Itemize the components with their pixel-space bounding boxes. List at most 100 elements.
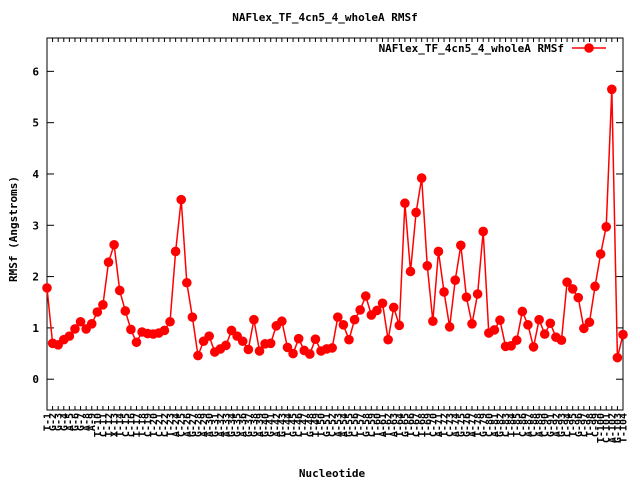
x-tick-label: C-94 <box>563 413 574 437</box>
x-tick-label: G-65 <box>400 413 411 437</box>
x-tick-label: C-90 <box>540 413 551 437</box>
x-tick-label: A-33 <box>221 413 232 437</box>
x-tick-label: C-46 <box>294 413 305 437</box>
y-tick-label: 4 <box>32 168 39 181</box>
data-point <box>120 306 131 316</box>
x-tick-label: C-97 <box>579 413 590 437</box>
x-tick-label: C-52 <box>328 413 339 437</box>
x-tick-label: C-80 <box>484 413 495 437</box>
data-point <box>456 240 466 251</box>
y-tick-label: 3 <box>32 219 39 232</box>
x-tick-label: G-37 <box>244 413 255 437</box>
data-point <box>372 305 382 316</box>
data-point <box>282 342 293 353</box>
data-point <box>182 277 192 288</box>
data-point <box>221 340 231 351</box>
y-tick-label: 6 <box>32 65 39 78</box>
x-tick-label: T-100 <box>596 413 607 443</box>
x-tick-label: T-18 <box>138 413 149 437</box>
data-point <box>489 325 500 335</box>
x-tick-label: T-84 <box>507 413 518 437</box>
x-tick-label: T-85 <box>512 413 523 437</box>
x-tick-label: A-102 <box>607 413 618 443</box>
data-point <box>607 84 617 95</box>
data-point <box>579 323 589 334</box>
x-tick-label: A-24 <box>171 413 182 437</box>
x-tick-label: T-49 <box>311 413 322 437</box>
x-tick-label: G-75 <box>456 413 467 437</box>
x-tick-label: A-81 <box>490 413 501 437</box>
data-point <box>98 300 108 310</box>
data-point <box>254 346 265 356</box>
data-point <box>450 275 461 285</box>
data-point <box>472 289 483 299</box>
x-tick-label: C-73 <box>445 413 456 437</box>
x-tick-label: A-29 <box>199 413 210 437</box>
data-point <box>444 322 455 332</box>
data-point <box>612 352 623 363</box>
data-point <box>243 344 254 355</box>
data-point <box>126 324 136 335</box>
data-point <box>461 292 472 302</box>
x-tick-label: T-44 <box>283 413 294 437</box>
x-tick-label: A-87 <box>523 413 534 437</box>
x-tick-label: C-22 <box>160 413 171 437</box>
x-tick-label: G-93 <box>557 413 568 437</box>
data-point <box>439 287 449 297</box>
x-tick-label: G-91 <box>546 413 557 437</box>
data-point <box>411 207 421 218</box>
x-tick-label: C-70 <box>428 413 439 437</box>
x-tick-label: C-59 <box>367 413 378 437</box>
x-tick-label: G-2 <box>48 413 59 431</box>
data-point <box>388 302 399 313</box>
x-tick-label: C-19 <box>143 413 154 437</box>
x-tick-label: G-76 <box>462 413 473 437</box>
data-point <box>400 198 410 209</box>
plot-frame <box>46 37 624 411</box>
x-tick-label: T-20 <box>149 413 160 437</box>
data-point <box>523 320 533 330</box>
data-point <box>511 335 522 346</box>
data-point <box>86 318 97 329</box>
x-tick-label: T-66 <box>406 413 417 437</box>
x-tick-label: A-54 <box>339 413 350 437</box>
x-tick-label: A-92 <box>551 413 562 437</box>
data-point <box>310 334 321 344</box>
data-point <box>293 333 304 344</box>
data-point <box>478 226 488 237</box>
data-point <box>277 316 287 327</box>
x-tick-label: G-7 <box>76 413 87 431</box>
data-point <box>618 329 628 340</box>
x-tick-label: A-39 <box>255 413 266 437</box>
x-tick-label: T-12 <box>104 413 115 437</box>
x-tick-label: A-63 <box>389 413 400 437</box>
data-point <box>360 291 371 301</box>
x-tick-label: C-101 <box>602 413 613 443</box>
data-point <box>467 318 477 329</box>
data-point <box>193 350 203 361</box>
x-tick-label: T-69 <box>423 413 434 437</box>
x-tick-label: C-11 <box>98 413 109 437</box>
x-tick-label: C-15 <box>121 413 132 437</box>
data-point <box>70 324 80 334</box>
x-tick-label: A-30 <box>205 413 216 437</box>
x-tick-label: A-36 <box>238 413 249 437</box>
y-tick-label: 0 <box>32 373 39 386</box>
x-tick-label: T-78 <box>473 413 484 437</box>
x-tick-label: T-72 <box>440 413 451 437</box>
x-tick-label: T-95 <box>568 413 579 437</box>
data-point <box>109 239 119 250</box>
x-tick-label: C-99 <box>591 413 602 437</box>
data-point <box>495 315 505 326</box>
x-tick-label: T-50 <box>317 413 328 437</box>
data-point <box>344 334 354 345</box>
x-tick-label: G-55 <box>344 413 355 437</box>
data-point <box>562 277 572 288</box>
data-point <box>405 266 416 277</box>
data-point <box>176 194 187 205</box>
x-tick-label: T-68 <box>417 413 428 437</box>
x-tick-label: G-43 <box>277 413 288 437</box>
legend: NAFlex_TF_4cn5_4_wholeA RMSf <box>379 42 606 55</box>
x-tick-label: G-79 <box>479 413 490 437</box>
